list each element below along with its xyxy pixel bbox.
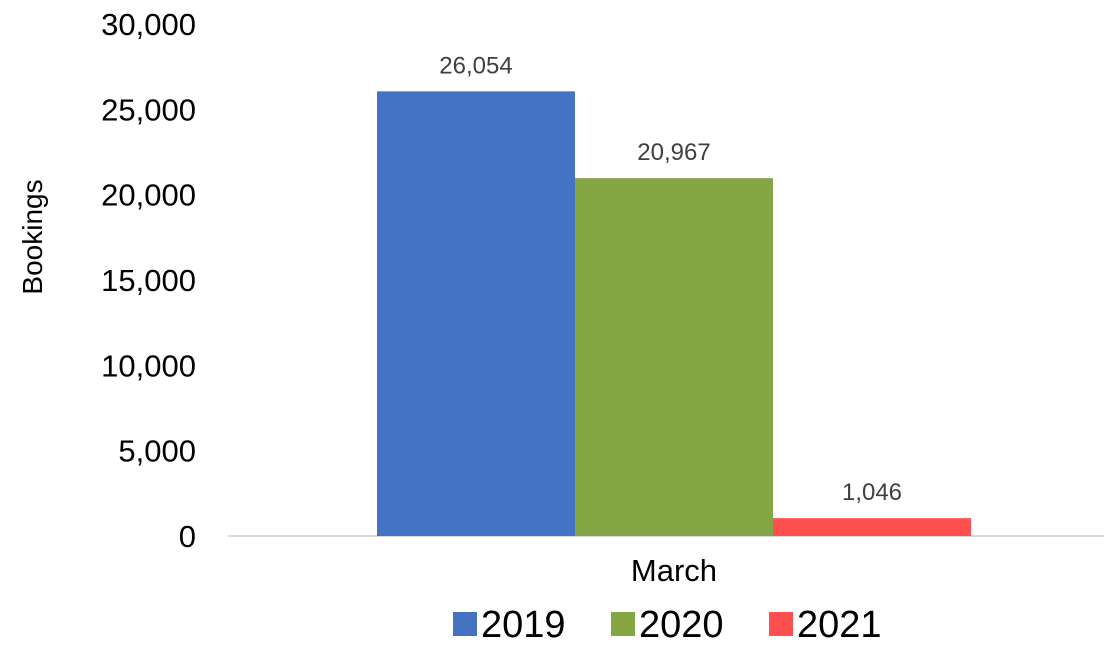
legend-swatch-2019: [453, 612, 477, 636]
y-axis-title: Bookings: [17, 179, 48, 294]
legend-swatch-2020: [611, 612, 635, 636]
y-tick-label: 25,000: [101, 92, 196, 127]
y-axis-ticks: 0 5,000 10,000 15,000 20,000 25,000 30,000: [101, 7, 196, 554]
x-tick-label: March: [631, 553, 717, 588]
legend-label-2020: 2020: [639, 604, 724, 646]
legend: 2019 2020 2021: [453, 604, 882, 646]
y-tick-label: 30,000: [101, 7, 196, 42]
y-tick-label: 20,000: [101, 178, 196, 213]
bars-group: [377, 91, 971, 537]
bar-2020: [575, 178, 773, 536]
data-label-2021: 1,046: [842, 479, 902, 506]
y-tick-label: 5,000: [118, 434, 196, 469]
legend-label-2019: 2019: [481, 604, 566, 646]
bar-2019: [377, 91, 575, 537]
data-labels-group: 26,054 20,967 1,046: [439, 52, 902, 506]
x-axis-ticks: March: [631, 553, 717, 588]
y-tick-label: 10,000: [101, 348, 196, 383]
data-label-2019: 26,054: [439, 52, 512, 79]
y-tick-label: 0: [179, 519, 196, 554]
data-label-2020: 20,967: [637, 139, 710, 166]
bar-2021: [773, 518, 971, 536]
legend-swatch-2021: [769, 612, 793, 636]
y-tick-label: 15,000: [101, 263, 196, 298]
legend-label-2021: 2021: [797, 604, 882, 646]
